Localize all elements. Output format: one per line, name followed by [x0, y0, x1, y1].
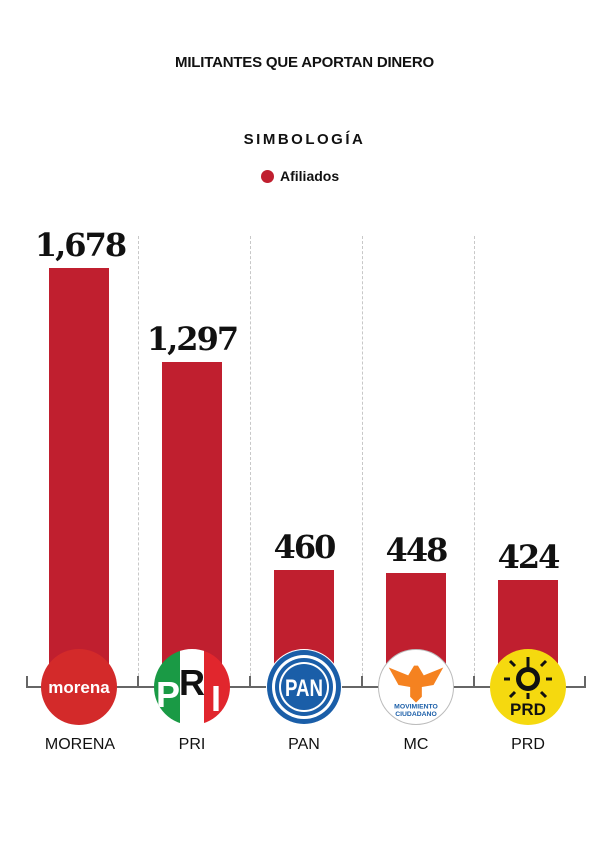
category-label-morena: MORENA	[44, 736, 116, 753]
separator	[138, 236, 139, 686]
value-label-pan: 460	[273, 528, 337, 566]
bar-pri	[162, 362, 222, 686]
legend-title: SIMBOLOGÍA	[243, 131, 366, 148]
category-label-pri: PRI	[178, 736, 206, 753]
separator	[250, 236, 251, 686]
value-label-pri: 1,297	[146, 320, 239, 358]
pan-logo-icon: PAN	[266, 649, 342, 725]
svg-text:morena: morena	[48, 678, 110, 697]
chart-title: MILITANTES QUE APORTAN DINERO	[175, 54, 434, 71]
category-label-mc: MC	[403, 736, 429, 753]
legend-swatch-icon	[261, 169, 274, 183]
svg-text:PAN: PAN	[285, 675, 323, 702]
svg-text:R: R	[179, 662, 205, 703]
category-label-pan: PAN	[288, 736, 320, 753]
separator	[362, 236, 363, 686]
category-label-prd: PRD	[511, 736, 545, 753]
axis-tick	[26, 676, 28, 688]
legend-label: Afiliados	[280, 168, 340, 184]
morena-logo-icon: morena	[41, 649, 117, 725]
prd-logo-icon: PRD	[490, 649, 566, 725]
bar-morena	[49, 268, 109, 686]
svg-text:MOVIMIENTO: MOVIMIENTO	[394, 703, 438, 710]
mc-logo-icon: MOVIMIENTO CIUDADANO	[378, 649, 454, 725]
axis-tick	[361, 676, 363, 688]
value-label-morena: 1,678	[34, 226, 127, 264]
pri-logo-icon: P R I	[154, 649, 230, 725]
legend-item-afiliados: Afiliados	[261, 168, 339, 184]
svg-text:P: P	[156, 674, 180, 715]
value-label-prd: 424	[497, 538, 561, 576]
svg-text:CIUDADANO: CIUDADANO	[395, 711, 437, 718]
svg-text:I: I	[211, 678, 221, 719]
axis-tick	[137, 676, 139, 688]
axis-tick	[249, 676, 251, 688]
axis-tick	[584, 676, 586, 688]
axis-tick	[473, 676, 475, 688]
separator	[474, 236, 475, 686]
svg-text:PRD: PRD	[510, 700, 546, 719]
value-label-mc: 448	[385, 531, 449, 569]
